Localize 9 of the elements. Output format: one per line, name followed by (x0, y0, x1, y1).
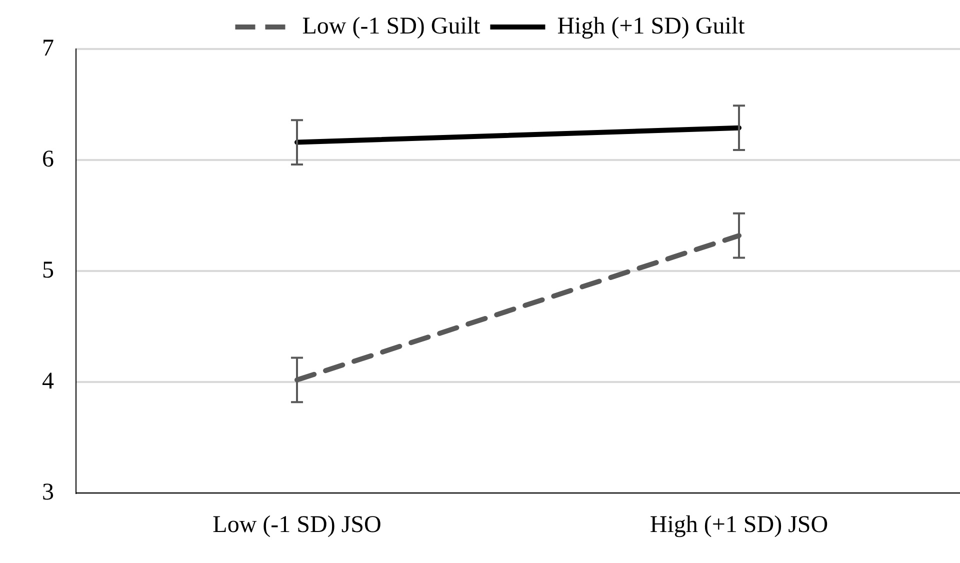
legend-label: High (+1 SD) Guilt (557, 13, 746, 40)
x-tick-label: Low (-1 SD) JSO (212, 512, 382, 538)
y-tick-label: 3 (42, 479, 54, 506)
y-tick-label: 6 (42, 146, 54, 172)
legend-label: Low (-1 SD) Guilt (302, 13, 481, 40)
y-tick-label: 4 (42, 368, 54, 394)
y-tick-label: 5 (42, 257, 54, 284)
x-tick-label: High (+1 SD) JSO (650, 512, 828, 538)
y-tick-label: 7 (42, 35, 54, 62)
